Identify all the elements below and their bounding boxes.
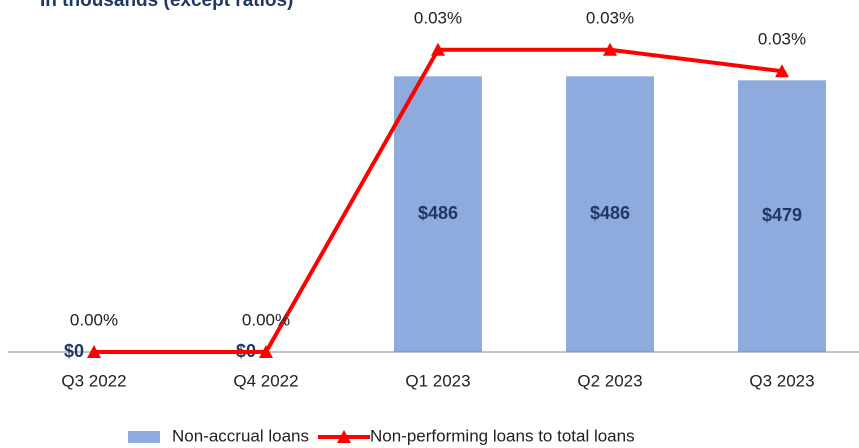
line-value-label: 0.03% [586, 8, 634, 27]
x-tick-label: Q4 2022 [233, 371, 298, 390]
line-value-label: 0.00% [70, 310, 118, 329]
legend-label: Non-performing loans to total loans [370, 426, 635, 445]
bar-value-label: $486 [590, 203, 630, 223]
line-value-label: 0.03% [414, 8, 462, 27]
chart-subtitle: In thousands (except ratios) [40, 0, 293, 11]
line-value-label: 0.03% [758, 30, 806, 49]
line-marker [259, 345, 273, 358]
legend-label: Non-accrual loans [172, 426, 309, 445]
legend-marker [337, 430, 351, 443]
bar-value-label: $0 [64, 341, 84, 361]
x-tick-label: Q3 2022 [61, 371, 126, 390]
x-tick-label: Q1 2023 [405, 371, 470, 390]
line-marker [431, 42, 445, 56]
bar [738, 80, 826, 352]
x-tick-label: Q2 2023 [577, 371, 642, 390]
bar [394, 76, 482, 353]
line-marker [87, 345, 101, 358]
bar-value-label: $479 [762, 205, 802, 225]
line-value-label: 0.00% [242, 310, 290, 329]
line-marker [775, 64, 789, 78]
legend-swatch [128, 431, 160, 443]
bar [566, 76, 654, 353]
line-marker [603, 42, 617, 56]
bar-value-label: $486 [418, 203, 458, 223]
x-tick-label: Q3 2023 [749, 371, 814, 390]
